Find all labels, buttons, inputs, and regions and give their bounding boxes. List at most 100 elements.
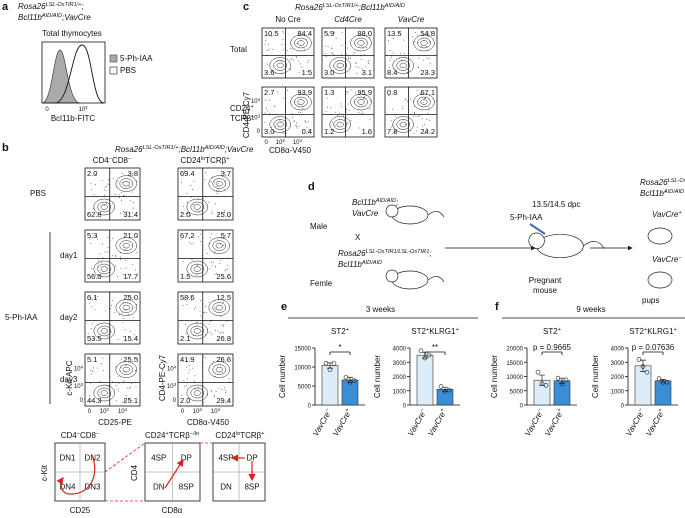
syringe [529, 223, 546, 235]
event-dot [198, 386, 200, 388]
y-tick-label: 4000 [393, 347, 407, 353]
contour [399, 62, 407, 69]
quadrant-value: 26.8 [216, 334, 231, 343]
contour [215, 180, 223, 187]
event-dot [105, 186, 107, 188]
text-part: VavCre [311, 410, 332, 438]
event-dot [210, 181, 212, 183]
text-part: AID/AID [41, 13, 62, 19]
event-dot [195, 274, 197, 276]
text-part: 10 [167, 384, 174, 390]
flow-plot [321, 27, 375, 79]
event-dot [214, 203, 216, 205]
event-dot [228, 216, 230, 218]
event-dot [389, 67, 391, 69]
event-dot [214, 273, 216, 275]
text-part: CD24 [180, 156, 201, 165]
event-dot [330, 70, 332, 72]
event-dot [306, 61, 308, 63]
text-part: + [165, 431, 168, 437]
x-tick-label: VavCre+ [426, 407, 449, 438]
contour [100, 204, 108, 210]
event-dot [189, 215, 191, 217]
text-part: + [226, 156, 229, 162]
event-dot [271, 49, 273, 51]
quadrant-value: 3.8 [128, 169, 138, 178]
text-part: 10 [100, 409, 107, 415]
event-dot [361, 113, 363, 115]
flow-plot [321, 86, 375, 138]
event-dot [111, 304, 113, 306]
text-part: VavCre [331, 410, 352, 438]
event-dot [131, 191, 133, 193]
column-header: CD24loTCRβ+ [180, 156, 229, 165]
event-dot [211, 212, 213, 214]
text-part: 0 [264, 140, 268, 146]
contour [115, 175, 137, 192]
event-dot [136, 235, 138, 237]
text-part: − [637, 407, 644, 413]
event-dot [366, 46, 368, 48]
event-dot [120, 358, 122, 360]
text-part: ; [429, 249, 431, 258]
contour [193, 390, 201, 396]
quadrant-value: 31.4 [123, 210, 138, 219]
event-dot [107, 236, 109, 238]
event-dot [127, 314, 129, 316]
quadrant-value: 54.8 [420, 29, 435, 38]
scheme-header: CD24loTCRβ+ [215, 431, 264, 440]
event-dot [370, 100, 372, 102]
event-dot [189, 237, 191, 239]
event-dot [291, 113, 293, 115]
contour [273, 119, 287, 130]
event-dot [328, 34, 330, 36]
event-dot [399, 52, 401, 54]
event-dot [220, 243, 222, 245]
event-dot [136, 180, 138, 182]
event-dot [293, 120, 295, 122]
y-tick-label: 3000 [393, 361, 407, 367]
text-part: CD8 [112, 156, 129, 165]
event-dot [90, 298, 92, 300]
event-dot [184, 323, 186, 325]
text-part: AID/AID [375, 198, 396, 204]
contour [392, 116, 414, 133]
event-dot [97, 263, 99, 265]
event-dot [119, 256, 121, 258]
event-dot [186, 378, 188, 380]
transition-arrow [164, 458, 184, 489]
event-dot [180, 212, 182, 214]
text-part: 4 [258, 97, 261, 102]
event-dot [90, 296, 92, 298]
cell-name: 4SP [151, 454, 166, 463]
text-part: Rosa26 [640, 178, 668, 187]
event-dot [91, 306, 93, 308]
bar [416, 354, 434, 406]
event-dot [92, 208, 94, 210]
data-point [426, 352, 432, 358]
event-dot [92, 367, 94, 369]
event-dot [290, 58, 292, 60]
text-part: Bcl11b [338, 260, 362, 269]
event-dot [131, 399, 133, 401]
event-dot [191, 259, 193, 261]
event-dot [214, 251, 216, 253]
event-dot [424, 98, 426, 100]
quadrant-value: 26.6 [216, 355, 231, 364]
event-dot [122, 273, 124, 275]
contour [399, 121, 407, 128]
event-dot [196, 265, 198, 267]
event-dot [115, 385, 117, 387]
y-tick-label: 15000 [294, 347, 311, 353]
text-part: ST2 [411, 327, 426, 336]
quadrant-value: 15.4 [123, 334, 138, 343]
event-dot [132, 212, 134, 214]
contour [333, 119, 347, 130]
quadrant-value: 21.0 [123, 231, 138, 240]
quadrant-value: 3.1 [362, 68, 372, 77]
event-dot [94, 309, 96, 311]
event-dot [390, 126, 392, 128]
event-dot [367, 33, 369, 35]
significance: ** [432, 343, 438, 352]
event-dot [403, 39, 405, 41]
